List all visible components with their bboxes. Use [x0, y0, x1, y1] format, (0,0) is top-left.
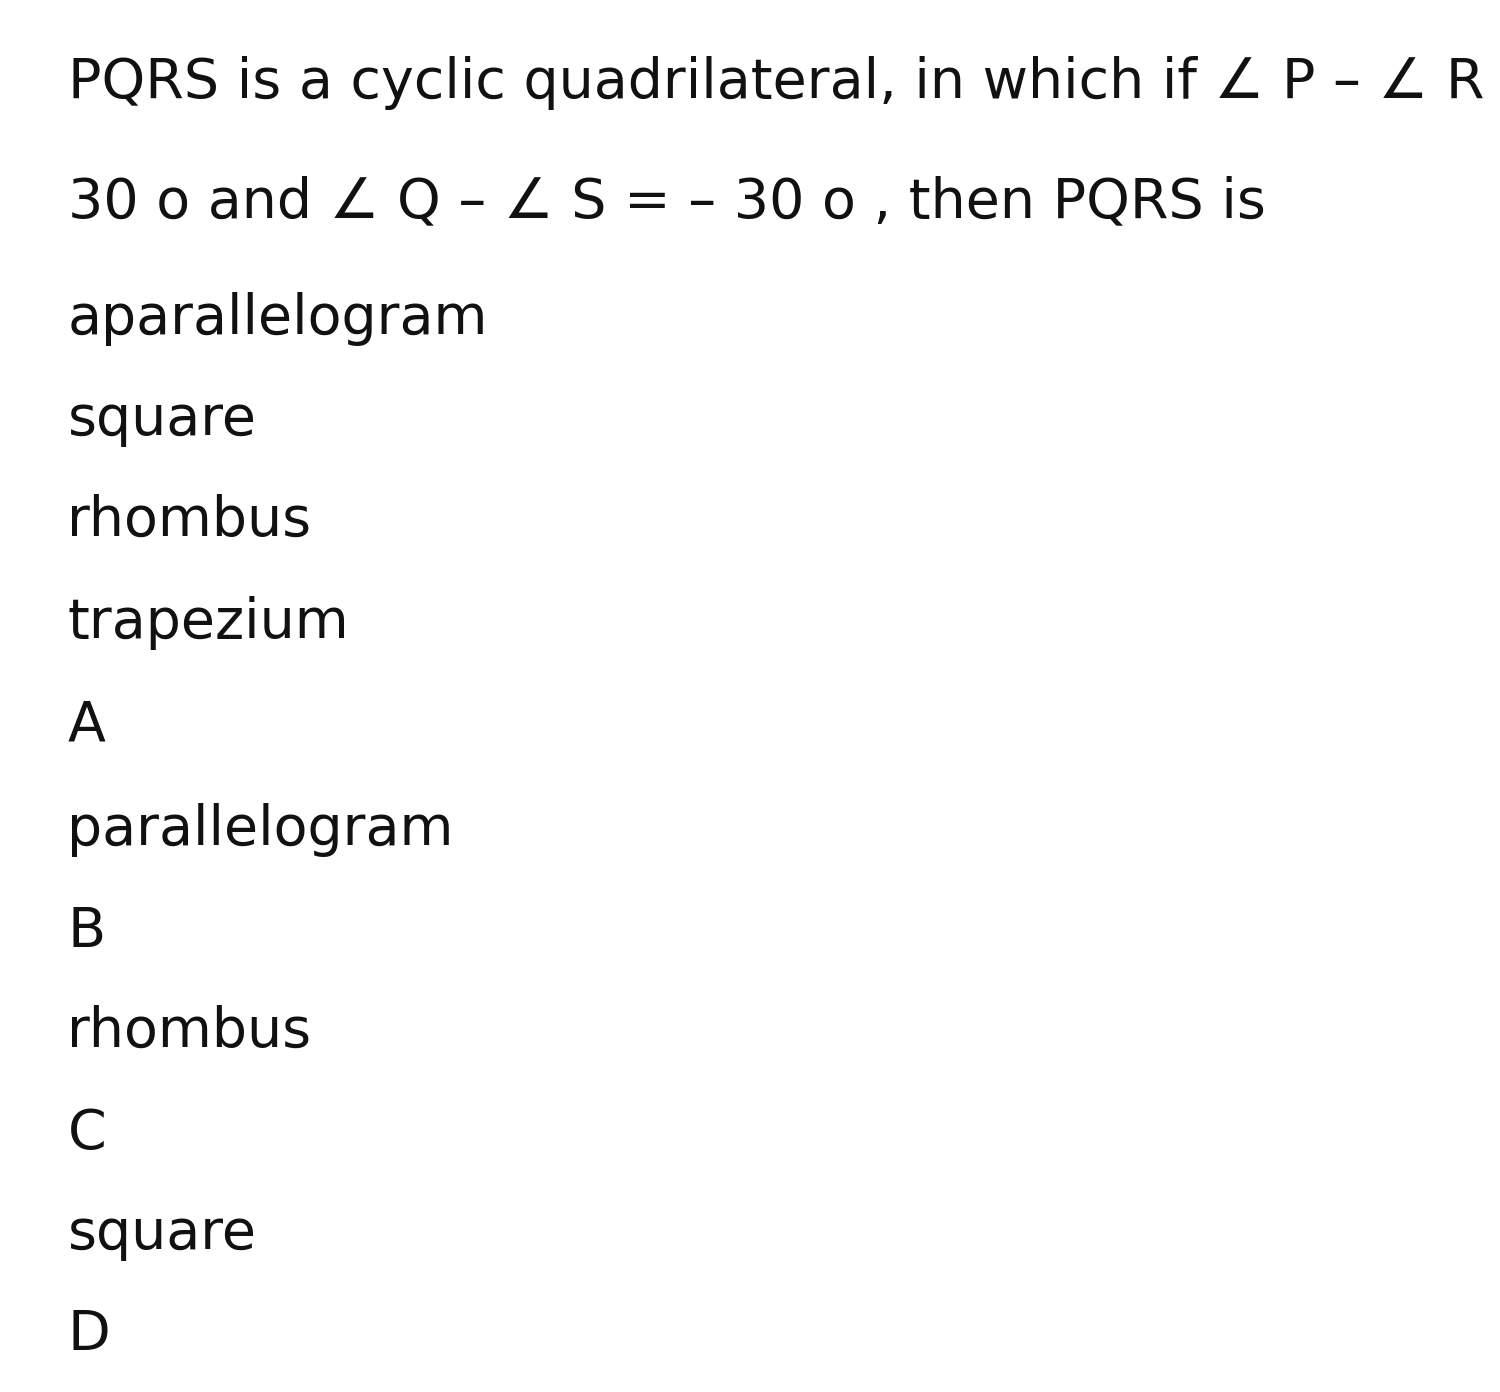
Text: parallelogram: parallelogram — [68, 803, 454, 857]
Text: B: B — [68, 905, 105, 959]
Text: 30 o and ∠ Q – ∠ S = – 30 o , then PQRS is: 30 o and ∠ Q – ∠ S = – 30 o , then PQRS … — [68, 175, 1266, 230]
Text: rhombus: rhombus — [68, 1005, 312, 1059]
Text: D: D — [68, 1308, 111, 1363]
Text: PQRS is a cyclic quadrilateral, in which if ∠ P – ∠ R =: PQRS is a cyclic quadrilateral, in which… — [68, 56, 1500, 110]
Text: rhombus: rhombus — [68, 494, 312, 548]
Text: A: A — [68, 699, 105, 753]
Text: trapezium: trapezium — [68, 596, 350, 650]
Text: square: square — [68, 393, 256, 447]
Text: C: C — [68, 1107, 106, 1161]
Text: square: square — [68, 1207, 256, 1261]
Text: aparallelogram: aparallelogram — [68, 292, 488, 347]
